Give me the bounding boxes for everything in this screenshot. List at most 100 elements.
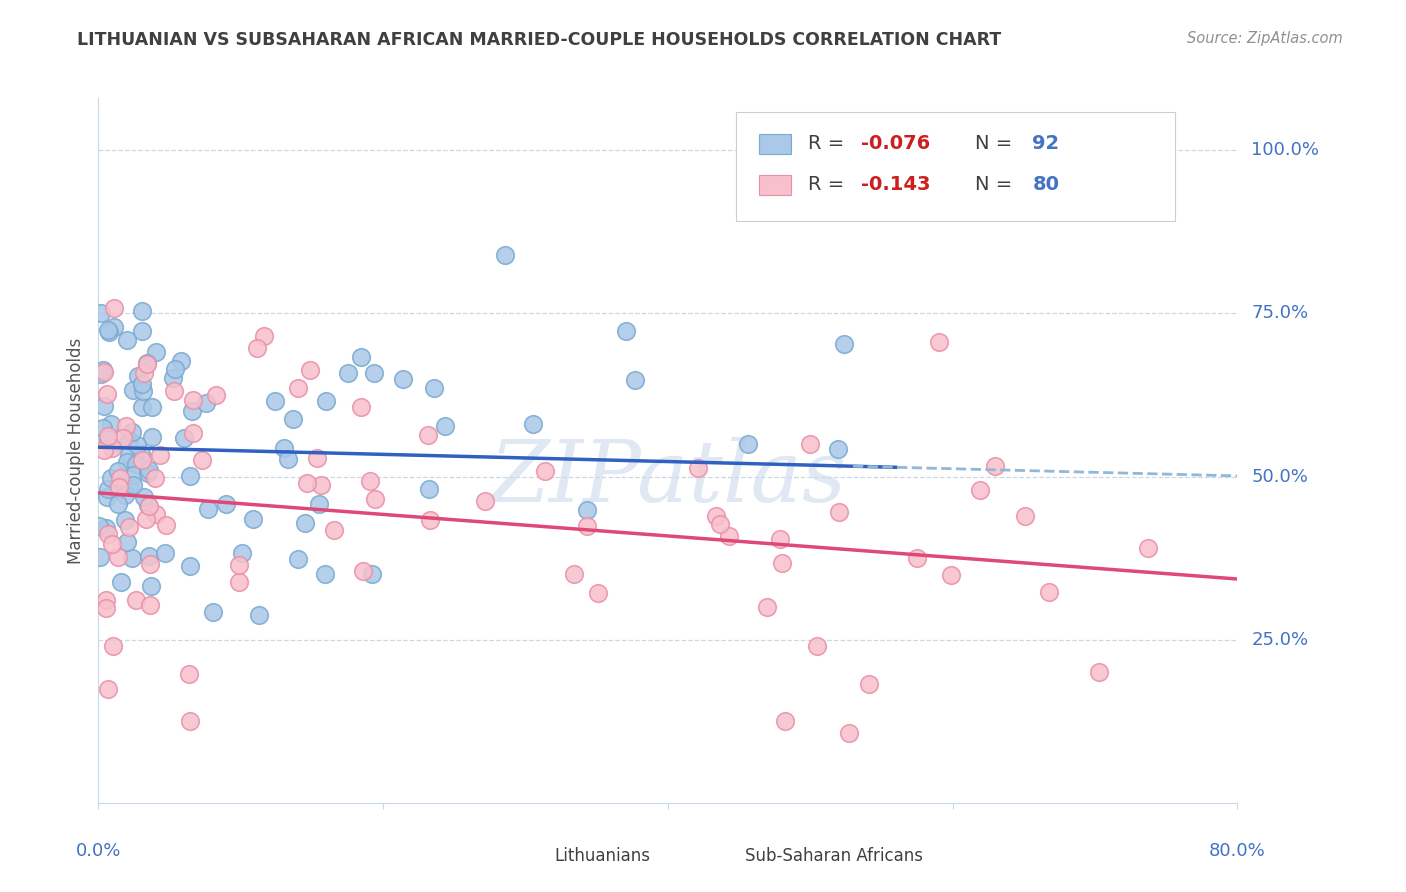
Point <box>827 442 849 456</box>
Point <box>94 592 117 607</box>
Point <box>107 464 129 478</box>
Point <box>143 470 166 484</box>
Point <box>101 537 124 551</box>
Point <box>838 726 860 740</box>
Point <box>135 512 157 526</box>
Point <box>139 598 162 612</box>
Point <box>392 372 415 386</box>
Point <box>87 519 110 533</box>
Point <box>1014 508 1036 523</box>
Point <box>118 480 141 494</box>
Point <box>350 400 373 414</box>
Point <box>115 535 138 549</box>
Point <box>89 549 111 564</box>
Point <box>311 478 333 492</box>
Point <box>139 579 162 593</box>
Point <box>122 383 145 397</box>
Point <box>100 438 122 452</box>
Text: 80: 80 <box>1032 176 1059 194</box>
Text: 50.0%: 50.0% <box>1251 467 1308 485</box>
Text: 80.0%: 80.0% <box>1209 842 1265 860</box>
Point <box>108 471 131 485</box>
Point <box>177 667 200 681</box>
Point <box>125 457 148 471</box>
Point <box>769 532 792 546</box>
Point <box>337 366 360 380</box>
Point <box>939 568 962 582</box>
Point <box>242 511 264 525</box>
Point <box>281 412 304 426</box>
Point <box>97 482 120 496</box>
Point <box>287 552 309 566</box>
Point <box>138 463 160 477</box>
Point <box>115 418 138 433</box>
Point <box>323 523 346 537</box>
Point <box>231 546 253 560</box>
Point <box>132 384 155 398</box>
Point <box>614 324 637 338</box>
Point <box>97 429 120 443</box>
Point <box>131 453 153 467</box>
Point <box>228 574 250 589</box>
Point <box>96 490 118 504</box>
Point <box>100 471 122 485</box>
Point <box>252 329 274 343</box>
Text: Sub-Saharan Africans: Sub-Saharan Africans <box>745 847 924 864</box>
Point <box>145 345 167 359</box>
Point <box>121 425 143 439</box>
FancyBboxPatch shape <box>737 112 1174 221</box>
Point <box>858 677 880 691</box>
Point <box>94 521 117 535</box>
Point <box>131 400 153 414</box>
Point <box>97 526 120 541</box>
Point <box>197 501 219 516</box>
Text: -0.143: -0.143 <box>862 176 931 194</box>
Point <box>141 400 163 414</box>
Point <box>533 464 555 478</box>
Point <box>359 474 381 488</box>
Point <box>125 592 148 607</box>
Point <box>97 325 120 339</box>
Point <box>709 516 731 531</box>
Point <box>806 640 828 654</box>
Y-axis label: Married-couple Households: Married-couple Households <box>66 337 84 564</box>
Point <box>91 363 114 377</box>
Point <box>295 475 318 490</box>
Point <box>110 575 132 590</box>
Bar <box>509 848 526 863</box>
Point <box>163 362 186 376</box>
Text: R =: R = <box>808 135 851 153</box>
Point <box>474 494 496 508</box>
Point <box>139 558 162 572</box>
Point <box>136 357 159 371</box>
Point <box>96 387 118 401</box>
Point <box>129 447 152 461</box>
Point <box>423 381 446 395</box>
Point <box>433 418 456 433</box>
Point <box>364 491 387 506</box>
Point <box>419 513 441 527</box>
Point <box>121 478 143 492</box>
Point <box>155 518 177 533</box>
Text: 100.0%: 100.0% <box>1251 141 1319 160</box>
Point <box>118 520 141 534</box>
Point <box>294 516 316 531</box>
Point <box>775 714 797 728</box>
Point <box>205 388 228 402</box>
Point <box>983 459 1005 474</box>
Point <box>770 556 793 570</box>
Point <box>107 498 129 512</box>
Point <box>688 460 710 475</box>
Point <box>136 498 159 512</box>
Point <box>308 497 330 511</box>
Point <box>101 441 124 455</box>
Point <box>90 306 112 320</box>
Text: N =: N = <box>976 176 1019 194</box>
Point <box>108 480 131 494</box>
Point <box>145 508 167 522</box>
Point <box>522 417 544 431</box>
Point <box>115 455 138 469</box>
Point <box>134 366 156 380</box>
Point <box>624 373 647 387</box>
Point <box>103 320 125 334</box>
